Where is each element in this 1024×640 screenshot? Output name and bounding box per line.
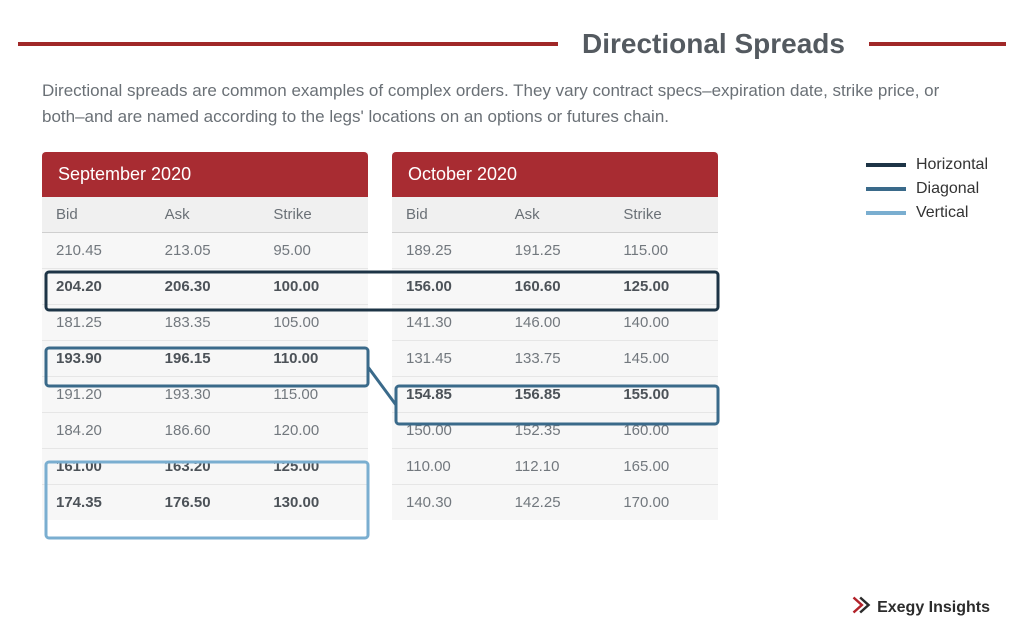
- table-cell: 186.60: [151, 413, 260, 448]
- tables-container: September 2020BidAskStrike210.45213.0595…: [42, 152, 718, 520]
- column-header: Strike: [259, 197, 368, 232]
- table-cell: 142.25: [501, 485, 610, 520]
- subtitle-text: Directional spreads are common examples …: [42, 78, 982, 129]
- table-cell: 131.45: [392, 341, 501, 376]
- table-cell: 184.20: [42, 413, 151, 448]
- title-rule-right: [869, 42, 1006, 46]
- table-row: 191.20193.30115.00: [42, 377, 368, 413]
- table-cell: 140.30: [392, 485, 501, 520]
- table-cell: 156.00: [392, 269, 501, 304]
- page: Directional Spreads Directional spreads …: [0, 0, 1024, 640]
- table-cell: 141.30: [392, 305, 501, 340]
- table-cell: 193.30: [151, 377, 260, 412]
- column-header: Bid: [392, 197, 501, 232]
- table-row: 156.00160.60125.00: [392, 269, 718, 305]
- table-cell: 189.25: [392, 233, 501, 268]
- table-cell: 160.60: [501, 269, 610, 304]
- column-header: Bid: [42, 197, 151, 232]
- table-row: 174.35176.50130.00: [42, 485, 368, 520]
- table-cell: 206.30: [151, 269, 260, 304]
- table-title: September 2020: [42, 152, 368, 197]
- table-row: 154.85156.85155.00: [392, 377, 718, 413]
- table-cell: 105.00: [259, 305, 368, 340]
- table-col-headers: BidAskStrike: [392, 197, 718, 233]
- table-cell: 213.05: [151, 233, 260, 268]
- table-col-headers: BidAskStrike: [42, 197, 368, 233]
- legend-item: Diagonal: [866, 180, 988, 198]
- table-cell: 183.35: [151, 305, 260, 340]
- table-cell: 174.35: [42, 485, 151, 520]
- table-row: 131.45133.75145.00: [392, 341, 718, 377]
- table-cell: 150.00: [392, 413, 501, 448]
- table-cell: 140.00: [609, 305, 718, 340]
- table-cell: 152.35: [501, 413, 610, 448]
- table-cell: 165.00: [609, 449, 718, 484]
- brand-label: Exegy Insights: [877, 599, 990, 617]
- legend-swatch: [866, 163, 906, 167]
- legend-label: Diagonal: [916, 180, 979, 198]
- brand-mark: Exegy Insights: [851, 595, 990, 620]
- legend-item: Horizontal: [866, 156, 988, 174]
- table-cell: 156.85: [501, 377, 610, 412]
- table-row: 110.00112.10165.00: [392, 449, 718, 485]
- legend-item: Vertical: [866, 204, 988, 222]
- legend: Horizontal Diagonal Vertical: [866, 156, 988, 228]
- table-cell: 130.00: [259, 485, 368, 520]
- table-cell: 160.00: [609, 413, 718, 448]
- column-header: Strike: [609, 197, 718, 232]
- table-cell: 181.25: [42, 305, 151, 340]
- table-cell: 210.45: [42, 233, 151, 268]
- table-row: 181.25183.35105.00: [42, 305, 368, 341]
- table-cell: 191.25: [501, 233, 610, 268]
- table-cell: 110.00: [259, 341, 368, 376]
- table-cell: 176.50: [151, 485, 260, 520]
- table-row: 193.90196.15110.00: [42, 341, 368, 377]
- table-cell: 204.20: [42, 269, 151, 304]
- table-cell: 163.20: [151, 449, 260, 484]
- legend-label: Horizontal: [916, 156, 988, 174]
- table-row: 161.00163.20125.00: [42, 449, 368, 485]
- table-row: 210.45213.0595.00: [42, 233, 368, 269]
- table-cell: 125.00: [609, 269, 718, 304]
- table-cell: 154.85: [392, 377, 501, 412]
- options-table: September 2020BidAskStrike210.45213.0595…: [42, 152, 368, 520]
- table-row: 189.25191.25115.00: [392, 233, 718, 269]
- table-cell: 170.00: [609, 485, 718, 520]
- table-cell: 120.00: [259, 413, 368, 448]
- table-title: October 2020: [392, 152, 718, 197]
- table-cell: 112.10: [501, 449, 610, 484]
- legend-label: Vertical: [916, 204, 968, 222]
- column-header: Ask: [501, 197, 610, 232]
- column-header: Ask: [151, 197, 260, 232]
- table-cell: 95.00: [259, 233, 368, 268]
- table-row: 141.30146.00140.00: [392, 305, 718, 341]
- table-row: 150.00152.35160.00: [392, 413, 718, 449]
- table-cell: 196.15: [151, 341, 260, 376]
- table-cell: 191.20: [42, 377, 151, 412]
- table-cell: 155.00: [609, 377, 718, 412]
- title-bar: Directional Spreads: [0, 28, 1024, 60]
- table-cell: 125.00: [259, 449, 368, 484]
- table-cell: 100.00: [259, 269, 368, 304]
- brand-x-icon: [851, 595, 871, 620]
- table-cell: 115.00: [609, 233, 718, 268]
- title-rule-left: [18, 42, 558, 46]
- legend-swatch: [866, 187, 906, 191]
- table-cell: 133.75: [501, 341, 610, 376]
- table-cell: 110.00: [392, 449, 501, 484]
- table-row: 204.20206.30100.00: [42, 269, 368, 305]
- table-cell: 193.90: [42, 341, 151, 376]
- page-title: Directional Spreads: [558, 28, 869, 60]
- options-table: October 2020BidAskStrike189.25191.25115.…: [392, 152, 718, 520]
- table-cell: 146.00: [501, 305, 610, 340]
- table-row: 184.20186.60120.00: [42, 413, 368, 449]
- table-row: 140.30142.25170.00: [392, 485, 718, 520]
- table-cell: 161.00: [42, 449, 151, 484]
- legend-swatch: [866, 211, 906, 215]
- table-cell: 115.00: [259, 377, 368, 412]
- table-cell: 145.00: [609, 341, 718, 376]
